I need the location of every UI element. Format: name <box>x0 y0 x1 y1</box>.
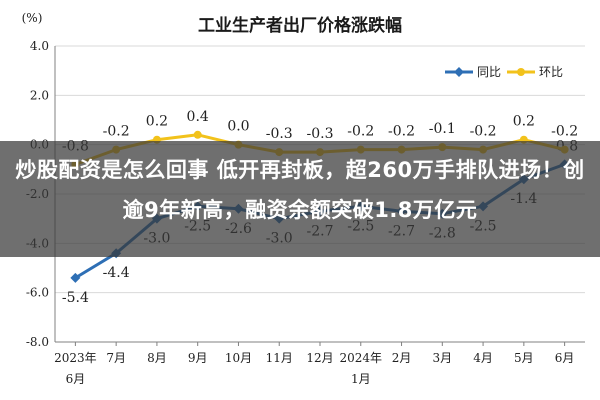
legend-label: 同比 <box>477 65 501 79</box>
y-tick-label: 2.0 <box>30 88 49 102</box>
series-point-mom <box>193 130 202 139</box>
series-point-yoy <box>70 272 81 283</box>
x-tick-label: 6月 <box>66 372 86 386</box>
y-tick-label: -6.0 <box>26 286 49 300</box>
x-tick-label: 2023年 <box>54 351 97 365</box>
data-label-mom: 0.4 <box>187 109 209 125</box>
x-tick-label: 6月 <box>555 351 575 365</box>
legend: 同比 环比 <box>445 65 563 79</box>
data-label-mom: -0.2 <box>347 124 374 140</box>
data-label-mom: -0.3 <box>266 126 293 142</box>
x-tick-label: 9月 <box>188 351 208 365</box>
x-tick-label: 5月 <box>514 351 534 365</box>
x-tick-label: 11月 <box>266 351 293 365</box>
y-tick-label: 4.0 <box>30 39 49 53</box>
data-label-mom: 0.0 <box>227 119 249 135</box>
data-label-mom: -0.2 <box>551 124 578 140</box>
y-axis-unit-label: (%) <box>22 11 43 25</box>
x-tick-label: 7月 <box>106 351 126 365</box>
x-tick-label: 3月 <box>432 351 452 365</box>
data-label-mom: 0.2 <box>513 114 535 130</box>
article-headline[interactable]: 炒股配资是怎么回事 低开再封板，超260万手排队进场！创逾9年新高，融资余额突破… <box>15 158 585 222</box>
data-label-mom: -0.2 <box>103 124 130 140</box>
x-tick-label: 12月 <box>306 351 333 365</box>
data-label-mom: -0.2 <box>388 124 415 140</box>
legend-marker <box>454 67 464 77</box>
data-label-mom: -0.2 <box>470 124 497 140</box>
data-label-mom: -0.3 <box>307 126 334 142</box>
x-tick-label: 2024年 <box>339 351 382 365</box>
x-tick-label: 1月 <box>351 372 371 386</box>
chart-title: 工业生产者出厂价格涨跌幅 <box>198 15 402 36</box>
data-label-yoy: -5.4 <box>62 290 89 306</box>
x-tick-label: 4月 <box>473 351 493 365</box>
x-tick-label: 2月 <box>392 351 412 365</box>
legend-marker <box>517 68 525 76</box>
x-tick-label: 10月 <box>225 351 252 365</box>
headline-overlay-banner <box>0 141 600 257</box>
legend-label: 环比 <box>539 65 563 79</box>
data-label-yoy: -4.4 <box>103 265 130 281</box>
y-tick-label: -8.0 <box>26 335 49 349</box>
x-tick-label: 8月 <box>147 351 167 365</box>
data-label-mom: 0.2 <box>146 114 168 130</box>
data-label-mom: -0.1 <box>429 121 456 137</box>
